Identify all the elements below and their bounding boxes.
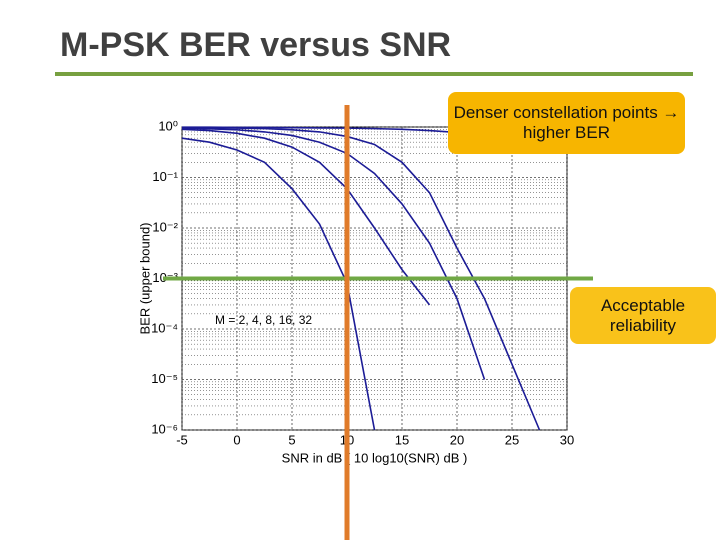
series-line xyxy=(181,137,376,431)
series-line xyxy=(181,128,431,306)
y-tick-label: 10⁻⁴ xyxy=(151,320,178,335)
slide-title: M-PSK BER versus SNR xyxy=(60,26,451,64)
x-tick-label: 25 xyxy=(505,432,519,447)
x-tick-label: 0 xyxy=(233,432,240,447)
x-tick-label: -5 xyxy=(176,432,188,447)
chart: 10⁻⁶10⁻⁵10⁻⁴10⁻³10⁻²10⁻¹10⁰-505101520253… xyxy=(137,105,593,540)
x-tick-label: 5 xyxy=(288,432,295,447)
x-tick-label: 20 xyxy=(450,432,464,447)
callout-box: Denser constellation points → higher BER xyxy=(448,92,685,154)
y-tick-label: 10⁻⁶ xyxy=(151,421,178,436)
x-axis-label: SNR in dB ( 10 log10(SNR) dB ) xyxy=(282,450,468,465)
x-tick-label: 15 xyxy=(395,432,409,447)
y-tick-label: 10⁰ xyxy=(158,118,178,133)
series-line xyxy=(181,127,486,380)
y-tick-label: 10⁻² xyxy=(152,219,178,234)
y-tick-label: 10⁻¹ xyxy=(152,169,178,184)
callout-box: Acceptable reliability xyxy=(570,287,716,344)
annotation: M = 2, 4, 8, 16, 32 xyxy=(215,313,312,327)
y-axis-label: BER (upper bound) xyxy=(137,222,152,334)
x-tick-label: 30 xyxy=(560,432,574,447)
y-tick-label: 10⁻⁵ xyxy=(151,371,178,386)
